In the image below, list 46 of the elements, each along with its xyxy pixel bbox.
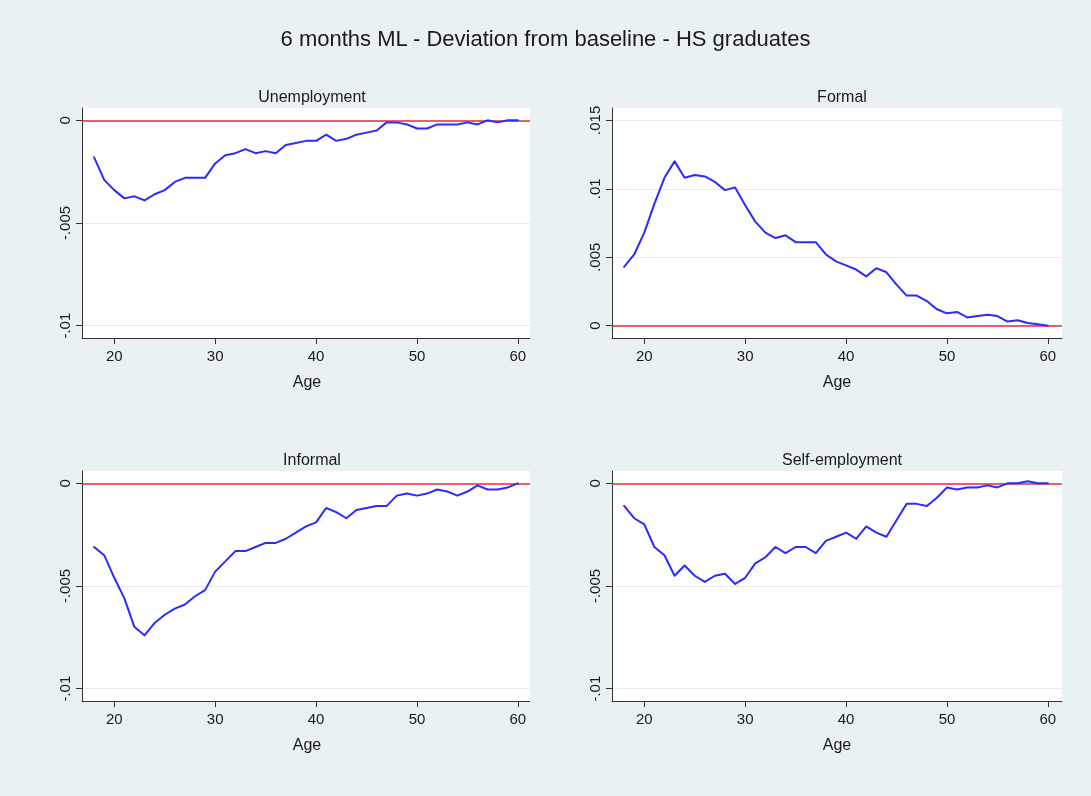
chart-title: Formal — [817, 87, 867, 105]
x-tick-label: 20 — [635, 710, 653, 727]
y-tick-label: -.005 — [56, 205, 73, 241]
x-tick-label: 50 — [938, 347, 956, 364]
y-tick-label: 0 — [56, 479, 73, 488]
x-tick-label: 20 — [105, 710, 123, 727]
y-tick-label: -.005 — [56, 568, 73, 604]
y-tick-label: -.01 — [586, 675, 603, 702]
x-tick-label: 40 — [307, 347, 325, 364]
line-series — [623, 480, 1049, 585]
x-axis-title: Age — [292, 372, 322, 390]
y-tick-label: .015 — [586, 105, 603, 135]
y-tick-label: -.01 — [56, 312, 73, 339]
x-tick-label: 60 — [1039, 347, 1057, 364]
x-tick-label: 20 — [635, 347, 653, 364]
x-tick-label: 30 — [736, 347, 754, 364]
x-axis-title: Age — [292, 735, 322, 753]
chart-title: Self-employment — [781, 450, 903, 468]
line-series — [93, 482, 519, 637]
y-tick-label: -.01 — [56, 675, 73, 702]
y-tick-label: 0 — [586, 321, 603, 330]
x-tick-label: 60 — [1039, 710, 1057, 727]
y-tick-label: 0 — [56, 116, 73, 125]
x-tick-label: 60 — [509, 710, 527, 727]
x-tick-label: 50 — [408, 710, 426, 727]
x-axis-title: Age — [822, 735, 852, 753]
y-tick-label: -.005 — [586, 568, 603, 604]
line-series — [623, 160, 1049, 327]
x-tick-label: 40 — [307, 710, 325, 727]
x-tick-label: 30 — [206, 347, 224, 364]
line-series — [93, 119, 519, 202]
x-tick-label: 30 — [736, 710, 754, 727]
x-tick-label: 40 — [837, 347, 855, 364]
y-tick-label: .005 — [586, 242, 603, 272]
text: 6 months ML - Deviation from baseline - HS graduates — [280, 25, 811, 51]
chart-title: Unemployment — [258, 87, 367, 105]
x-tick-label: 30 — [206, 710, 224, 727]
x-tick-label: 50 — [408, 347, 426, 364]
y-tick-label: 0 — [586, 479, 603, 488]
x-tick-label: 40 — [837, 710, 855, 727]
x-tick-label: 50 — [938, 710, 956, 727]
x-axis-title: Age — [822, 372, 852, 390]
chart-title: Informal — [283, 450, 341, 468]
y-tick-label: .01 — [586, 178, 603, 200]
x-tick-label: 60 — [509, 347, 527, 364]
x-tick-label: 20 — [105, 347, 123, 364]
